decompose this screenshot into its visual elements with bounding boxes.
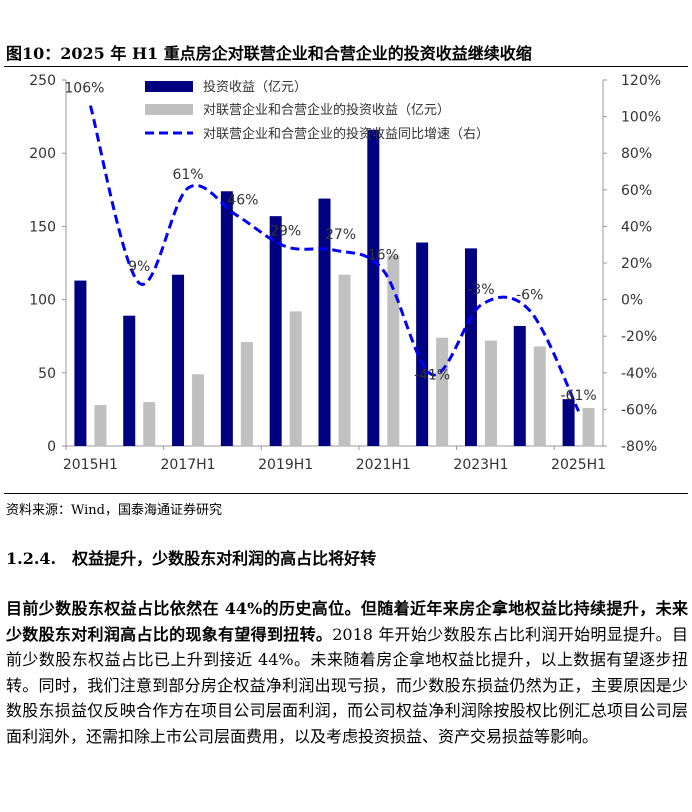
paragraph-body: 2018 年开始少数股东占比利润开始明显提升。目前少数股东权益占比已上升到接近 … — [6, 624, 688, 746]
bar-jv-associate-income — [143, 402, 156, 446]
figure-title: 图10：2025 年 H1 重点房企对联营企业和合营企业的投资收益继续收缩 — [6, 44, 532, 63]
source-rule — [4, 493, 688, 494]
chart-legend: 投资收益（亿元） 对联营企业和合营企业的投资收益（亿元） 对联营企业和合营企业的投资… — [145, 79, 489, 142]
legend-swatch-investment-income — [145, 81, 193, 92]
left-tick-label: 0 — [47, 439, 56, 455]
right-tick-label: 120% — [621, 73, 661, 89]
right-tick-label: -40% — [621, 366, 657, 382]
right-tick-label: 80% — [621, 146, 652, 162]
bar-investment-income — [172, 274, 185, 446]
bar-investment-income — [562, 399, 575, 446]
paragraph-bold-lead: 目前少数股东权益占比依然在 44%的历史高位。但随着近年来房企拿地权益比持续提升… — [6, 599, 688, 644]
growth-data-label: 106% — [64, 81, 104, 97]
bar-investment-income — [220, 191, 233, 446]
x-tick-label: 2025H1 — [551, 457, 606, 473]
right-tick-label: 100% — [621, 110, 661, 126]
bar-jv-associate-income — [192, 374, 205, 446]
bar-investment-income — [367, 129, 380, 446]
legend-label-growth: 对联营企业和合营企业的投资收益同比增速（右） — [203, 126, 489, 142]
figure-source: 资料来源：Wind，国泰海通证券研究 — [6, 503, 222, 518]
growth-data-label: 29% — [270, 224, 301, 240]
growth-data-label: 9% — [128, 259, 150, 275]
bar-investment-income — [464, 248, 477, 446]
legend-swatch-jv-income — [145, 104, 193, 115]
bar-jv-associate-income — [582, 407, 595, 446]
bar-jv-associate-income — [533, 346, 546, 446]
cropped-previous-line — [0, 0, 692, 8]
right-tick-label: 40% — [621, 219, 652, 235]
left-tick-label: 250 — [29, 73, 56, 89]
legend-label-jv-income: 对联营企业和合营企业的投资收益（亿元） — [203, 102, 450, 118]
section-heading: 1.2.4. 权益提升，少数股东对利润的高占比将好转 — [6, 549, 377, 568]
bar-investment-income — [123, 315, 136, 446]
left-tick-label: 150 — [29, 219, 56, 235]
bar-jv-associate-income — [484, 340, 497, 446]
bar-jv-associate-income — [338, 274, 351, 446]
left-tick-label: 50 — [38, 366, 56, 382]
x-tick-label: 2019H1 — [258, 457, 313, 473]
bar-jv-associate-income — [387, 255, 400, 446]
legend-label-investment-income: 投资收益（亿元） — [203, 79, 307, 95]
bar-jv-associate-income — [94, 405, 107, 446]
left-tick-label: 200 — [29, 146, 56, 162]
bar-jv-associate-income — [240, 342, 253, 446]
growth-rate-line — [88, 105, 580, 412]
right-tick-label: 20% — [621, 256, 652, 272]
growth-data-label: -3% — [467, 282, 494, 298]
growth-data-label: -6% — [516, 288, 543, 304]
bar-investment-income — [513, 325, 526, 446]
title-rule — [4, 66, 688, 67]
chart-axes: 0 50 100 150 200 250 -80% -60% -40% -20% 0% 20% 40% 6… — [29, 73, 661, 473]
growth-data-label: -41% — [414, 368, 450, 384]
right-tick-label: -60% — [621, 402, 657, 418]
body-paragraph: 目前少数股东权益占比依然在 44%的历史高位。但随着近年来房企拿地权益比持续提升… — [6, 596, 688, 749]
investment-income-chart: 0 50 100 150 200 250 -80% -60% -40% -20% 0% 20% 40% 6… — [29, 73, 661, 473]
growth-data-label: 61% — [172, 167, 203, 183]
right-tick-label: 0% — [621, 293, 643, 309]
x-tick-label: 2021H1 — [356, 457, 411, 473]
bar-investment-income — [416, 242, 429, 446]
growth-data-label: 16% — [368, 247, 399, 263]
bar-investment-income — [74, 280, 87, 446]
x-tick-label: 2015H1 — [63, 457, 118, 473]
left-tick-label: 100 — [29, 293, 56, 309]
chart-data-labels: 106% 9% 61% 46% 29% 27% 16% -41% -3% -6% -61% — [64, 81, 596, 405]
bar-jv-associate-income — [436, 337, 449, 446]
growth-data-label: 46% — [227, 192, 258, 208]
x-tick-label: 2023H1 — [453, 457, 508, 473]
bar-jv-associate-income — [289, 311, 302, 446]
right-tick-label: -80% — [621, 439, 657, 455]
bar-investment-income — [318, 198, 331, 446]
right-tick-label: 60% — [621, 183, 652, 199]
right-tick-label: -20% — [621, 329, 657, 345]
growth-data-label: 27% — [325, 227, 356, 243]
growth-data-label: -61% — [561, 388, 597, 404]
x-tick-label: 2017H1 — [161, 457, 216, 473]
bar-investment-income — [269, 216, 282, 446]
chart-growth-line — [88, 105, 580, 412]
